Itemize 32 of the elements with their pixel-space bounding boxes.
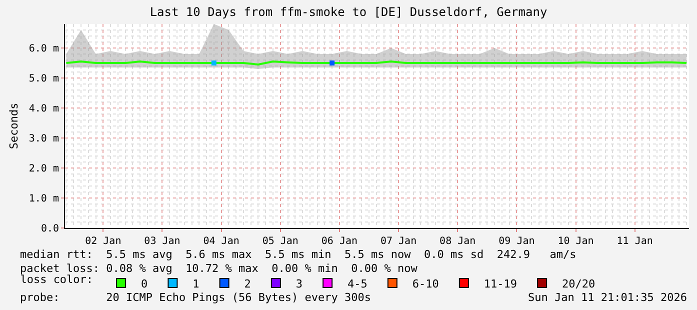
x-tick-label: 02 Jan bbox=[85, 236, 122, 247]
legend-label: 3 bbox=[296, 277, 303, 290]
text: Sun Jan 11 21:01:35 2026 bbox=[528, 291, 687, 304]
legend-label: 1 bbox=[192, 277, 200, 290]
y-tick-label: 0.0 bbox=[40, 224, 59, 234]
legend-title: loss color: bbox=[20, 272, 94, 286]
legend-label: 20/20 bbox=[562, 277, 596, 290]
y-tick-label: 3.0 m bbox=[28, 134, 59, 144]
legend-label: 2 bbox=[244, 277, 251, 290]
x-tick-label: 07 Jan bbox=[380, 236, 417, 247]
text: median rtt: 5.5 ms avg 5.6 ms max 5.5 ms min 5.5 ms now 0.0 ms sd 242.9 am/s bbox=[20, 248, 576, 261]
x-tick-label: 04 Jan bbox=[203, 236, 240, 247]
y-tick-label: 1.0 m bbox=[28, 194, 59, 204]
legend-label: 4-5 bbox=[348, 277, 368, 290]
x-tick-label: 11 Jan bbox=[616, 236, 653, 247]
x-tick-label: 09 Jan bbox=[498, 236, 535, 247]
text: probe: 20 ICMP Echo Pings (56 Bytes) every 300s bbox=[20, 291, 371, 304]
legend-label: 6-10 bbox=[412, 277, 439, 290]
x-tick-label: 03 Jan bbox=[144, 236, 180, 247]
y-tick-label: 2.0 m bbox=[28, 164, 59, 174]
y-tick-label: 4.0 m bbox=[28, 104, 59, 114]
text: packet loss: 0.08 % avg 10.72 % max 0.00 % min 0.00 % now bbox=[20, 262, 418, 275]
chart-title: Last 10 Days from ffm-smoke to [DE] Dusseldorf, Germany bbox=[150, 5, 548, 20]
x-tick-label: 08 Jan bbox=[440, 236, 476, 247]
y-tick-label: 5.0 m bbox=[28, 74, 59, 84]
x-tick-label: 06 Jan bbox=[321, 236, 358, 247]
legend-label: 0 bbox=[141, 277, 148, 290]
x-tick-label: 10 Jan bbox=[558, 236, 594, 247]
legend-label: 11-19 bbox=[484, 277, 518, 290]
x-tick-label: 05 Jan bbox=[262, 236, 298, 247]
y-axis-title: Seconds bbox=[8, 102, 21, 150]
y-tick-label: 6.0 m bbox=[28, 44, 59, 54]
